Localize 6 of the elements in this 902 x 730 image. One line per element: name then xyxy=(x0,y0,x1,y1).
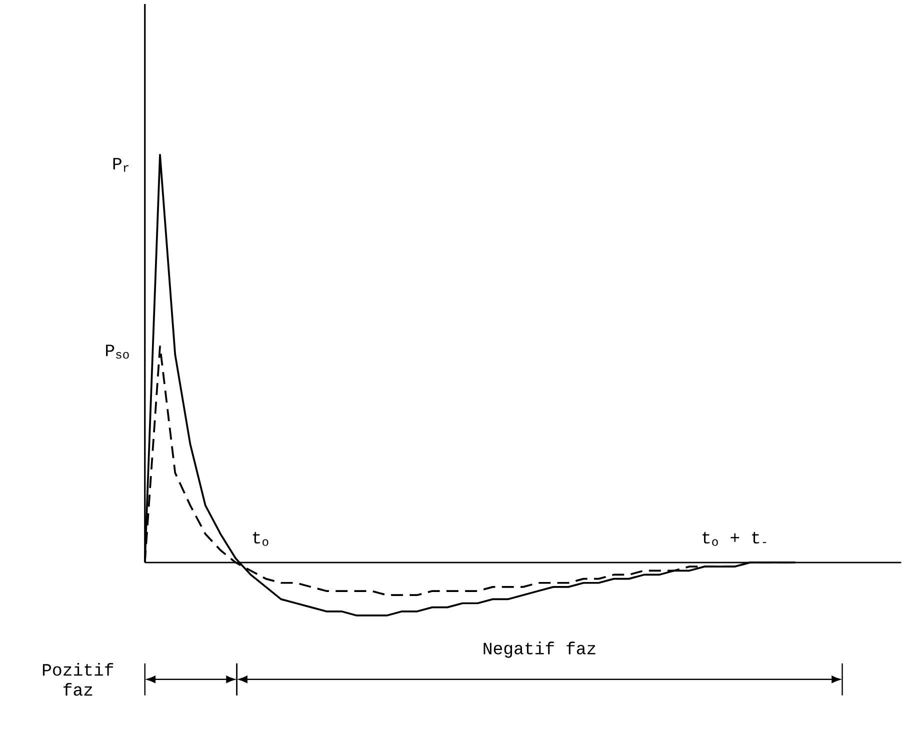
text: Negatif faz xyxy=(484,641,596,658)
annotation: t$_{o}$ xyxy=(252,532,268,546)
text: P$_{so}$ xyxy=(106,344,129,358)
annotation: t$_{o}$ + t$_{-}$ xyxy=(702,532,766,546)
text: Pozitif faz xyxy=(42,662,114,696)
text: P$_{r}$ xyxy=(113,158,129,172)
